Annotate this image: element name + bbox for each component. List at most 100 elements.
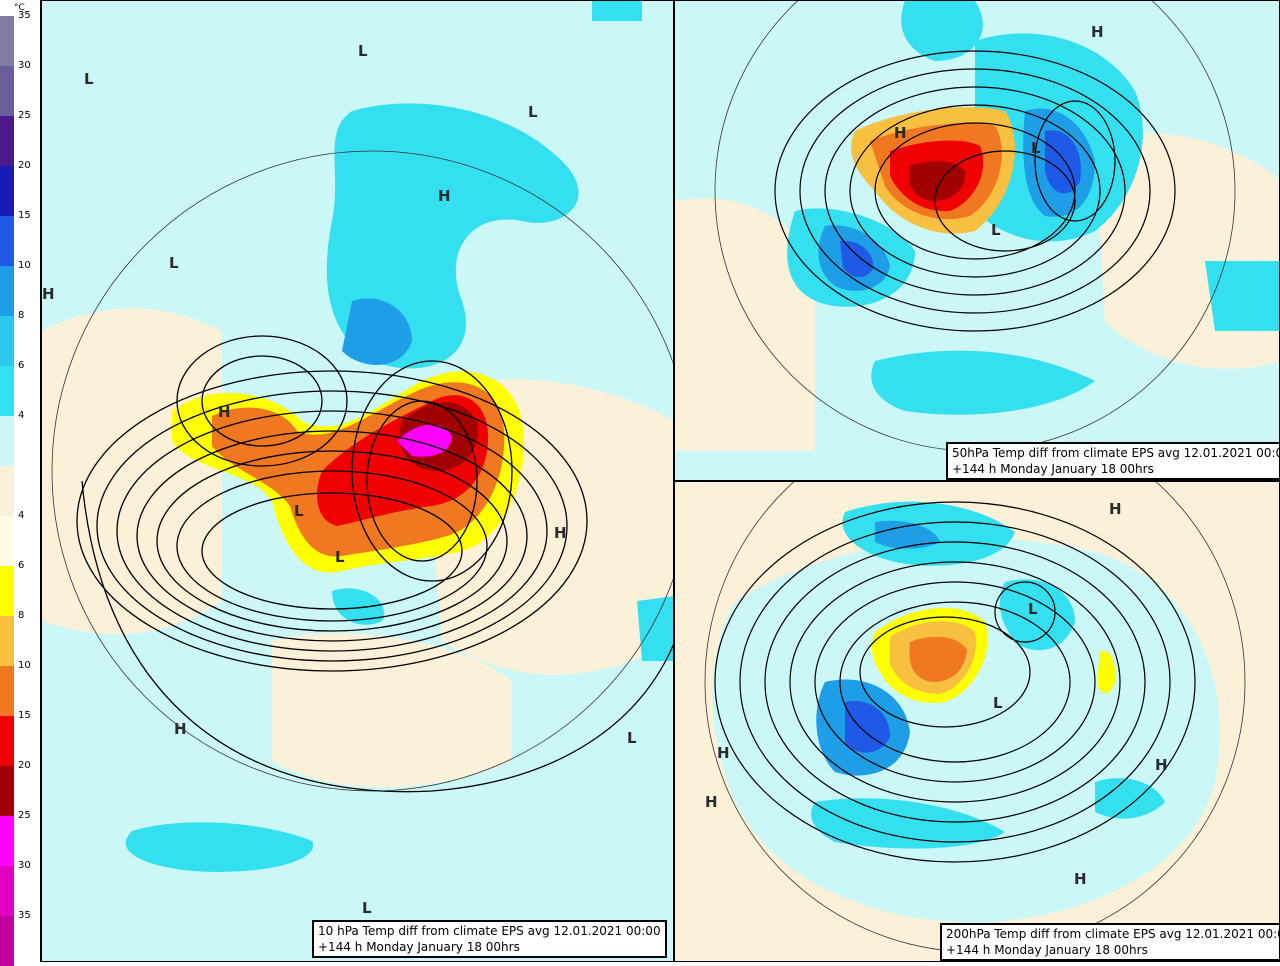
map-10hpa: L L L H L H H L L H H L L xyxy=(42,1,673,961)
colorbar-label: 15 xyxy=(18,710,31,721)
low-pressure-label: L xyxy=(294,502,304,520)
colorbar-swatch xyxy=(0,516,14,566)
caption-200hpa-time: +144 h Monday January 18 00hrs xyxy=(946,943,1148,957)
contour-lines xyxy=(774,50,1176,332)
cold-anomaly-core xyxy=(342,298,412,365)
colorbar-swatch xyxy=(0,16,14,66)
colorbar-label: 30 xyxy=(18,860,31,871)
caption-10hpa-title: 10 hPa Temp diff from climate EPS avg 12… xyxy=(318,924,661,938)
cold-anomaly-europe xyxy=(332,588,384,625)
contour-lines xyxy=(76,335,673,793)
warm-anomaly-darkred xyxy=(908,161,966,201)
cold-anomaly-far-east xyxy=(1205,261,1279,331)
low-pressure-label: L xyxy=(84,70,94,88)
low-pressure-label: L xyxy=(1031,139,1041,157)
colorbar-swatch xyxy=(0,216,14,266)
cold-anomaly-west-core xyxy=(845,701,890,753)
cold-anomaly-east-deep xyxy=(1045,130,1081,194)
pressure-labels-10hpa: L L L H L H H L L H H L L xyxy=(42,42,637,917)
cold-anomaly-north-core xyxy=(875,520,940,549)
low-pressure-label: L xyxy=(358,42,368,60)
ocean-area xyxy=(712,538,1220,923)
colorbar-label: 25 xyxy=(18,110,31,121)
cold-anomaly-south xyxy=(125,822,314,872)
low-pressure-label: L xyxy=(1028,600,1038,618)
colorbar-swatch xyxy=(0,416,14,466)
colorbar-swatch xyxy=(0,266,14,316)
colorbar-label: 4 xyxy=(18,410,25,421)
pressure-labels-50hpa: H H L L xyxy=(894,23,1104,239)
contour-lines xyxy=(714,501,1196,863)
panel-50hpa: H H L L 50hPa Temp diff from climate EPS av… xyxy=(674,0,1280,481)
colorbar-label: 8 xyxy=(18,310,25,321)
warm-anomaly-magenta xyxy=(397,424,452,457)
cold-anomaly-west-deep xyxy=(840,240,874,278)
cold-anomaly-corner xyxy=(592,1,642,21)
caption-10hpa-time: +144 h Monday January 18 00hrs xyxy=(318,940,520,954)
panel-10hpa: L L L H L H H L L H H L L 10 hPa Temp diff from clim… xyxy=(41,0,674,962)
colorbar-label: 6 xyxy=(18,560,25,571)
high-pressure-label: H xyxy=(894,124,907,142)
colorbar-swatch xyxy=(0,766,14,816)
map-200hpa: H L H H L H H xyxy=(675,482,1279,961)
colorbar-label: 25 xyxy=(18,810,31,821)
cold-anomaly-north xyxy=(326,103,579,369)
colorbar-swatch xyxy=(0,166,14,216)
cold-anomaly-south xyxy=(811,798,1005,849)
low-pressure-label: L xyxy=(362,899,372,917)
high-pressure-label: H xyxy=(1074,870,1087,888)
colorbar-swatch xyxy=(0,716,14,766)
low-pressure-label: L xyxy=(335,548,345,566)
colorbar-unit: °C xyxy=(14,3,25,13)
colorbar-label: 10 xyxy=(18,260,31,271)
colorbar-label: 35 xyxy=(18,10,31,21)
warm-anomaly-orange-core xyxy=(909,636,967,682)
caption-200hpa-title: 200hPa Temp diff from climate EPS avg 12… xyxy=(946,927,1280,941)
high-pressure-label: H xyxy=(218,403,231,421)
colorbar-label: 35 xyxy=(18,910,31,921)
cold-anomaly-east xyxy=(999,579,1075,651)
colorbar-label: 4 xyxy=(18,510,25,521)
low-pressure-label: L xyxy=(528,103,538,121)
caption-200hpa: 200hPa Temp diff from climate EPS avg 12… xyxy=(940,923,1280,961)
caption-50hpa-title: 50hPa Temp diff from climate EPS avg 12.… xyxy=(952,446,1280,460)
high-pressure-label: H xyxy=(705,793,718,811)
colorbar-label: 20 xyxy=(18,760,31,771)
north-america-land xyxy=(42,308,222,635)
colorbar-label: 6 xyxy=(18,360,25,371)
colorbar-label: 8 xyxy=(18,610,25,621)
colorbar-swatch xyxy=(0,916,14,966)
colorbar-label: 10 xyxy=(18,660,31,671)
africa-land xyxy=(272,633,512,788)
low-pressure-label: L xyxy=(627,729,637,747)
cold-anomaly-east xyxy=(637,596,673,661)
colorbar-swatch xyxy=(0,566,14,616)
high-pressure-label: H xyxy=(438,187,451,205)
colorbar-swatch xyxy=(0,666,14,716)
low-pressure-label: L xyxy=(991,221,1001,239)
high-pressure-label: H xyxy=(42,285,55,303)
colorbar-swatch xyxy=(0,366,14,416)
latitude-circle xyxy=(51,150,673,792)
colorbar-label: 15 xyxy=(18,210,31,221)
colorbar-swatch xyxy=(0,816,14,866)
caption-50hpa-time: +144 h Monday January 18 00hrs xyxy=(952,462,1154,476)
panel-200hpa: H L H H L H H 200hPa Temp diff from climate EP… xyxy=(674,481,1280,962)
cold-anomaly-southeast xyxy=(1095,778,1165,819)
map-50hpa: H H L L xyxy=(675,1,1279,480)
high-pressure-label: H xyxy=(174,720,187,738)
colorbar-swatch xyxy=(0,116,14,166)
high-pressure-label: H xyxy=(1155,756,1168,774)
high-pressure-label: H xyxy=(1091,23,1104,41)
colorbar-swatch xyxy=(0,866,14,916)
warm-anomaly-small xyxy=(1097,651,1116,694)
caption-10hpa: 10 hPa Temp diff from climate EPS avg 12… xyxy=(312,920,667,958)
colorbar-label: 20 xyxy=(18,160,31,171)
low-pressure-label: L xyxy=(993,694,1003,712)
caption-50hpa: 50hPa Temp diff from climate EPS avg 12.… xyxy=(946,442,1280,480)
colorbar-swatch xyxy=(0,316,14,366)
low-pressure-label: L xyxy=(169,254,179,272)
high-pressure-label: H xyxy=(554,524,567,542)
high-pressure-label: H xyxy=(1109,500,1122,518)
high-pressure-label: H xyxy=(717,744,730,762)
